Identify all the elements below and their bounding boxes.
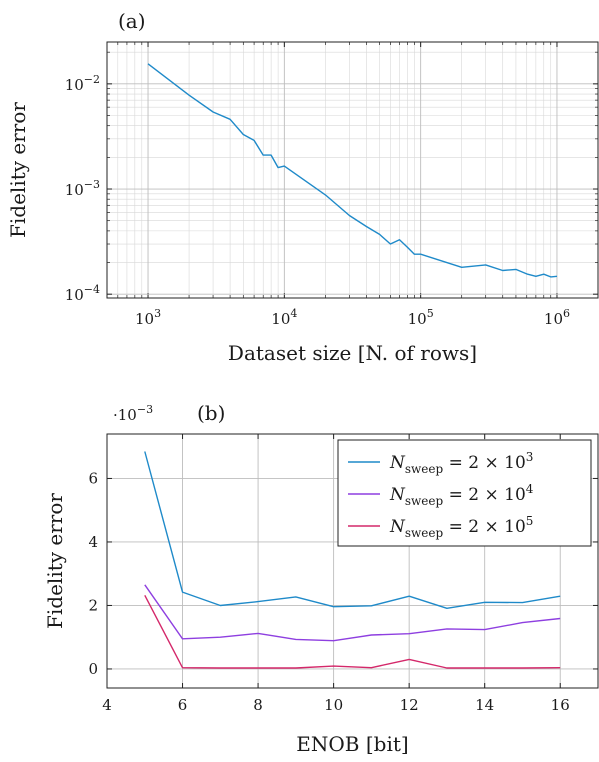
y-tick-label: 10−3 [65,178,100,199]
x-tick-label: 12 [400,696,419,714]
x-tick-label: 106 [544,307,570,328]
y-tick-label: 4 [88,533,98,551]
x-tick-label: 4 [102,696,112,714]
y-tick-label: 10−2 [65,73,100,94]
y-tick-label: 10−4 [65,283,100,304]
y-axis-label: Fidelity error [6,102,30,238]
legend-box [337,439,592,547]
y-axis-label: Fidelity error [43,493,67,629]
panel-a: 103 104 105 106 10−4 10−3 10−2 (a) Dataset size … [6,9,599,365]
series-line [144,451,561,609]
series-line [144,594,561,669]
x-tick-label: 6 [178,696,188,714]
x-tick-label: 16 [551,696,570,714]
legend: Nsweep = 2 × 103 Nsweep = 2 × 104 Nsweep =… [337,439,592,547]
x-tick-label: 8 [253,696,263,714]
x-axis-label: ENOB [bit] [296,732,408,756]
y-tick-label: 0 [88,660,98,678]
panel-label: (a) [118,9,146,33]
series-line [147,63,558,278]
legend-label: Nsweep = 2 × 104 [389,482,534,508]
legend-label: Nsweep = 2 × 103 [389,450,533,476]
plot-frame [106,41,599,299]
x-tick-label: 105 [408,307,434,328]
x-tick-label: 14 [475,696,494,714]
x-tick-label: 10 [324,696,343,714]
y-axis-multiplier: ·10−3 [113,403,153,424]
y-tick-label: 6 [88,469,98,487]
series-line [144,584,561,642]
x-axis-label: Dataset size [N. of rows] [228,341,477,365]
x-tick-label: 104 [271,307,297,328]
x-tick-label: 103 [135,307,161,328]
plot-frame [106,433,599,689]
legend-label: Nsweep = 2 × 105 [389,514,533,540]
panel-label: (b) [197,401,225,425]
y-tick-label: 2 [88,596,98,614]
